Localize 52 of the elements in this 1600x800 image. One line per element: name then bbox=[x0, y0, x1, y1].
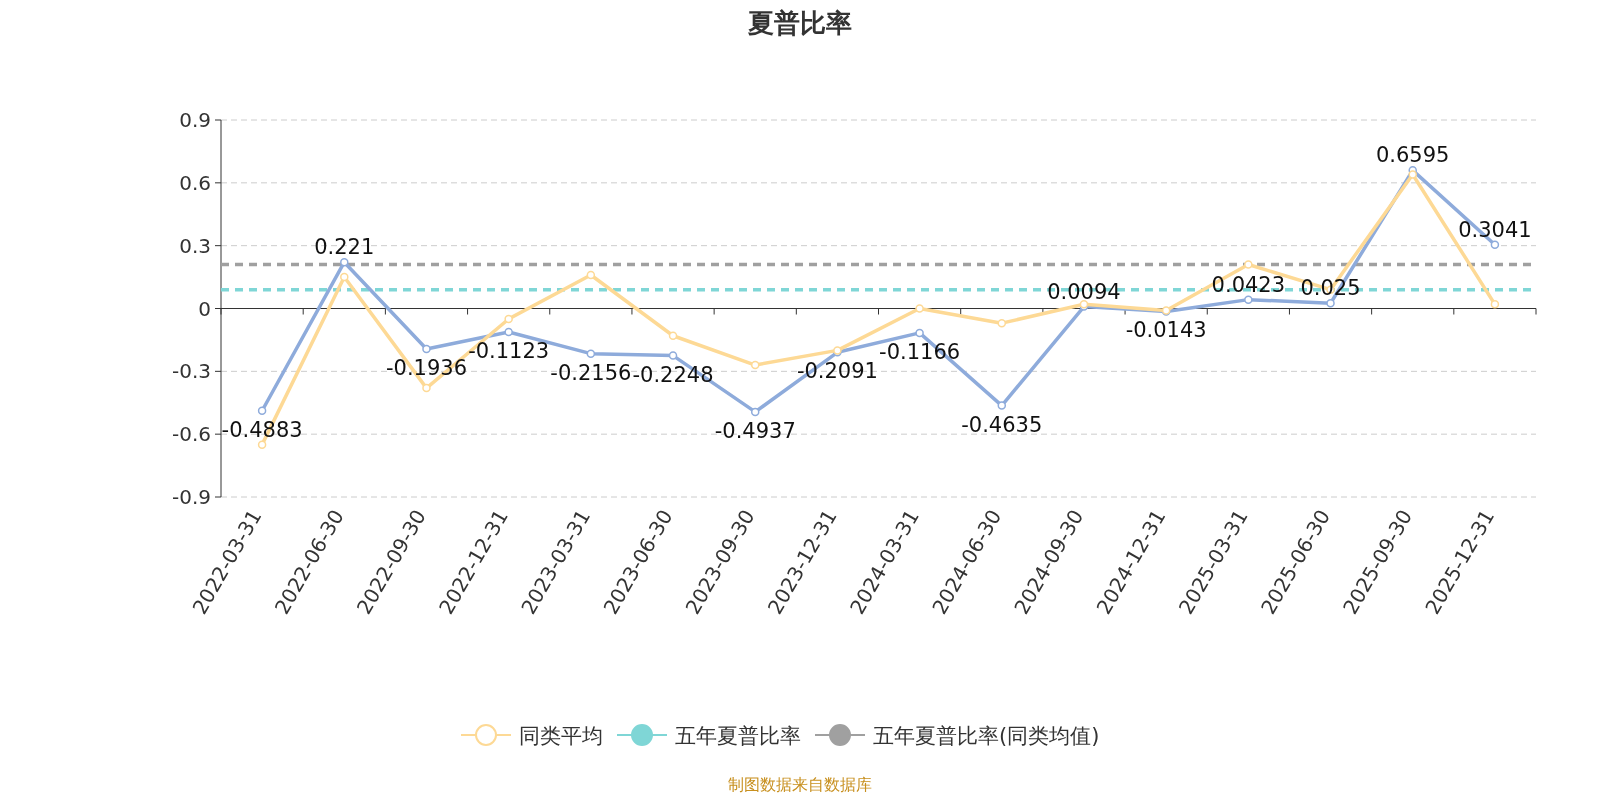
data-label: -0.1936 bbox=[385, 356, 467, 381]
point bbox=[340, 272, 349, 282]
legend-label: 五年夏普比率(同类均值) bbox=[873, 724, 1100, 748]
data-label: -0.4635 bbox=[961, 412, 1043, 437]
point bbox=[422, 383, 431, 393]
text: 制图数据来自数据库 bbox=[728, 775, 872, 794]
data-label: -0.4937 bbox=[714, 418, 796, 443]
legend-label: 五年夏普比率 bbox=[675, 724, 801, 748]
y-tick-label: -0.9 bbox=[171, 485, 211, 509]
point bbox=[1490, 240, 1500, 250]
y-tick-label: 0.6 bbox=[179, 170, 211, 195]
chart-title: 夏普比率 bbox=[747, 8, 852, 38]
data-label: 0.0423 bbox=[1211, 272, 1286, 297]
y-tick-label: 0.3 bbox=[179, 233, 211, 258]
y-tick-label: 0 bbox=[198, 296, 211, 321]
data-label: -0.0143 bbox=[1125, 318, 1207, 343]
point bbox=[997, 401, 1007, 410]
point bbox=[586, 349, 596, 358]
data-label: -0.1166 bbox=[879, 339, 961, 364]
data-label: -0.2091 bbox=[796, 359, 878, 384]
data-label: 0.6595 bbox=[1375, 143, 1450, 168]
point bbox=[504, 314, 513, 324]
point bbox=[504, 327, 513, 337]
point bbox=[668, 351, 678, 360]
point bbox=[915, 328, 924, 338]
y-tick-label: -0.6 bbox=[171, 422, 211, 447]
legend-label: 同类平均 bbox=[519, 724, 603, 748]
point bbox=[257, 406, 267, 416]
point bbox=[1244, 295, 1253, 304]
data-label: -0.2156 bbox=[550, 360, 632, 385]
point bbox=[915, 304, 924, 313]
point bbox=[668, 331, 678, 340]
data-label: 0.3041 bbox=[1458, 217, 1532, 242]
data-label: 0.0094 bbox=[1047, 279, 1121, 304]
point bbox=[750, 360, 760, 370]
data-label: 0.221 bbox=[314, 235, 375, 260]
data-label: 0.025 bbox=[1300, 276, 1361, 301]
point bbox=[1490, 300, 1500, 309]
point bbox=[1326, 299, 1335, 308]
point bbox=[1244, 260, 1253, 269]
point bbox=[586, 270, 596, 280]
point bbox=[422, 344, 431, 354]
data-label: -0.4883 bbox=[221, 417, 303, 442]
point bbox=[257, 440, 267, 449]
data-label: -0.1123 bbox=[468, 339, 550, 364]
point bbox=[750, 407, 760, 417]
point bbox=[997, 318, 1007, 328]
y-tick-label: -0.3 bbox=[171, 359, 211, 384]
point bbox=[1408, 170, 1417, 179]
data-label: -0.2248 bbox=[632, 362, 714, 387]
point bbox=[340, 257, 349, 267]
y-tick-label: 0.9 bbox=[179, 108, 211, 132]
